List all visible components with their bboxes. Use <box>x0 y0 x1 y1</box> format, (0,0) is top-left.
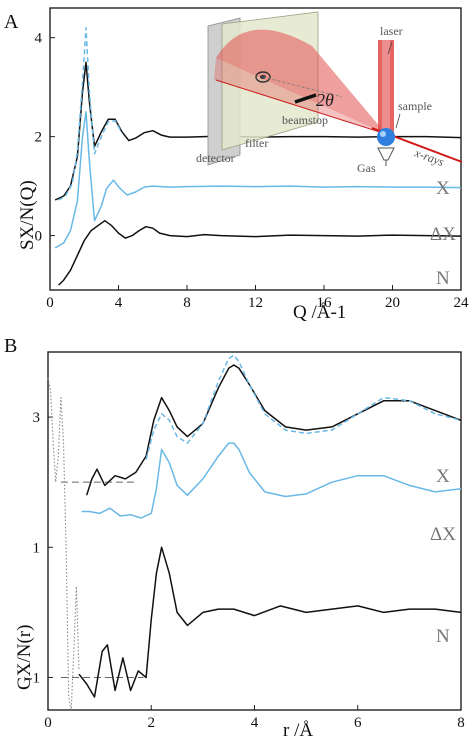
panel-a: A 0 4 8 12 16 20 24 024 Q /Å-1 SX/N(Q) X ΔX N <box>4 7 469 323</box>
inset-label-beamstop: beamstop <box>282 113 328 127</box>
inset-label-gas: Gas <box>357 161 376 175</box>
beamstop-bar <box>294 93 317 104</box>
panel-a-series-line-0 <box>54 61 462 201</box>
angle-guide-line <box>262 76 343 98</box>
panel-b-label-x: X <box>436 466 450 487</box>
panel-b-series-line-0 <box>85 364 462 496</box>
panel-b-label-dx: ΔX <box>430 524 456 545</box>
panel-a-xtick-label: 24 <box>454 295 470 311</box>
panel-b-yticks: -1 1 3 <box>28 410 53 686</box>
inset-label-angle: 2θ <box>316 90 334 110</box>
panel-a-xtick-label: 16 <box>317 295 333 311</box>
panel-a-ytick-label: 0 <box>35 229 43 245</box>
sample-highlight-icon <box>380 131 386 137</box>
panel-b-series <box>47 354 462 711</box>
panel-b-series-line-4 <box>47 377 80 711</box>
panel-a-xticks: 0 4 8 12 16 20 24 <box>46 285 469 311</box>
panel-b-xlabel: r /Å <box>283 720 313 740</box>
panel-a-yticks: 0 2 4 <box>35 31 55 245</box>
panel-b-xtick-label: 8 <box>457 715 465 731</box>
panel-a-label-dx: ΔX <box>430 224 456 245</box>
panel-a-series-line-1 <box>58 27 123 201</box>
panel-a-label-x: X <box>436 178 450 199</box>
gas-nozzle-icon <box>377 147 395 161</box>
panel-b-ytick-label: 3 <box>33 410 41 426</box>
panel-b-ytick-label: 1 <box>33 540 41 556</box>
panel-b-series-line-1 <box>145 354 462 460</box>
panel-b-ylabel: GX/N(r) <box>14 625 35 690</box>
panel-b-label-n: N <box>436 626 450 647</box>
inset-label-sample: sample <box>398 99 432 113</box>
sample-leader <box>395 113 401 129</box>
panel-a-xlabel: Q /Å-1 <box>293 302 346 323</box>
scatter-cone <box>216 29 386 134</box>
panel-b-series-line-2 <box>81 442 462 519</box>
panel-a-series-line-2 <box>54 111 462 249</box>
inset-label-xrays: x-rays <box>412 145 446 169</box>
panel-b-xtick-label: 4 <box>251 715 259 731</box>
panel-b-label: B <box>4 335 17 357</box>
diffraction-ring-icon <box>255 71 271 83</box>
panel-b-xticks: 0 2 4 6 8 <box>44 705 465 731</box>
inset-label-filter: filter <box>245 136 268 150</box>
panel-b-series-line-3 <box>78 546 462 698</box>
inset-label-laser: laser <box>380 24 403 38</box>
panel-a-series-line-3 <box>58 219 462 286</box>
panel-a-ytick-label: 4 <box>35 31 43 47</box>
sample-droplet-icon <box>377 128 395 146</box>
panel-b-xtick-label: 6 <box>354 715 362 731</box>
panel-a-label-n: N <box>436 268 450 289</box>
panel-a-xtick-label: 0 <box>46 295 54 311</box>
panel-a-series <box>54 27 462 286</box>
inset-label-detector: detector <box>196 151 235 165</box>
setup-schematic: laser sample beamstop filter detector x-… <box>196 11 463 175</box>
panel-a-xtick-label: 12 <box>248 295 263 311</box>
panel-b-xtick-label: 0 <box>44 715 52 731</box>
panel-a-xtick-label: 8 <box>183 295 191 311</box>
panel-a-xtick-label: 20 <box>385 295 400 311</box>
laser-leader <box>387 41 393 55</box>
panel-b-ytick-label: -1 <box>28 670 41 686</box>
laser-beam-core <box>382 40 390 138</box>
scatter-line <box>215 79 387 135</box>
panel-b-xtick-label: 2 <box>148 715 156 731</box>
panel-a-xtick-label: 4 <box>115 295 123 311</box>
panel-a-ylabel: SX/N(Q) <box>17 180 38 250</box>
scatter-cone-lower <box>214 58 386 134</box>
panel-b: B 0 2 4 6 8 -1 1 3 r /Å GX/N(r) X ΔX N <box>4 335 465 740</box>
panel-a-ytick-label: 2 <box>35 130 43 146</box>
panel-a-label: A <box>4 11 19 33</box>
